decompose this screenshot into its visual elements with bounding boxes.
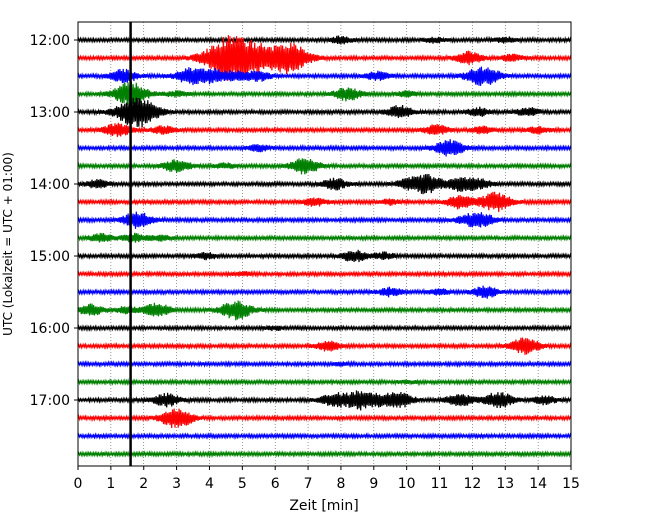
trace-row-1330 (77, 139, 572, 157)
x-tick-label: 6 (271, 476, 280, 492)
x-tick-label: 1 (106, 476, 115, 492)
trace-row-1730 (77, 431, 572, 441)
x-tick-label: 5 (238, 476, 247, 492)
x-axis-label: Zeit [min] (289, 498, 358, 514)
x-tick-label: 0 (74, 476, 83, 492)
trace-row-1215 (77, 35, 572, 81)
x-tick-label: 13 (496, 476, 514, 492)
x-tick-label: 8 (336, 476, 345, 492)
trace-row-1300 (77, 97, 572, 128)
x-tick-label: 2 (139, 476, 148, 492)
y-tick-label: 16:00 (30, 321, 70, 337)
y-axis-ticks: 12:00 13:00 14:00 15:00 16:00 17:00 (30, 33, 78, 409)
trace-row-1545 (77, 300, 572, 321)
trace-row-1415 (77, 191, 572, 213)
trace-row-1630 (77, 359, 572, 369)
trace-row-1600 (77, 324, 572, 333)
x-tick-label: 11 (431, 476, 449, 492)
x-tick-label: 12 (463, 476, 481, 492)
x-tick-label: 15 (562, 476, 580, 492)
trace-row-1715 (77, 408, 572, 429)
trace-row-1515 (77, 269, 572, 279)
trace-row-1345 (77, 158, 572, 175)
trace-row-1700 (77, 390, 572, 411)
trace-row-1530 (77, 285, 572, 299)
trace-row-1400 (77, 173, 572, 195)
y-tick-label: 15:00 (30, 249, 70, 265)
trace-lines (77, 35, 572, 459)
grid-lines (110, 22, 539, 466)
trace-row-1445 (77, 232, 572, 243)
trace-row-1500 (77, 249, 572, 263)
x-tick-label: 4 (205, 476, 214, 492)
y-axis-label: UTC (Lokalzeit = UTC + 01:00) (1, 152, 15, 336)
y-tick-label: 14:00 (30, 177, 70, 193)
y-tick-label: 17:00 (30, 393, 70, 409)
trace-row-1745 (77, 450, 572, 459)
trace-row-1430 (77, 211, 572, 229)
trace-row-1230 (77, 66, 572, 86)
y-tick-label: 13:00 (30, 105, 70, 121)
plot-frame (77, 21, 572, 467)
trace-row-1200 (77, 35, 572, 45)
x-axis-ticks: 0 1 2 3 4 5 6 7 8 9 10 11 12 13 14 15 (74, 466, 580, 492)
y-tick-label: 12:00 (30, 33, 70, 49)
trace-row-1615 (77, 337, 572, 355)
trace-row-1245 (77, 81, 572, 106)
trace-row-1315 (77, 122, 572, 137)
x-tick-label: 3 (172, 476, 181, 492)
x-tick-label: 9 (369, 476, 378, 492)
x-tick-label: 10 (398, 476, 416, 492)
trace-row-1645 (77, 377, 572, 387)
x-tick-label: 7 (304, 476, 313, 492)
x-tick-label: 14 (529, 476, 547, 492)
